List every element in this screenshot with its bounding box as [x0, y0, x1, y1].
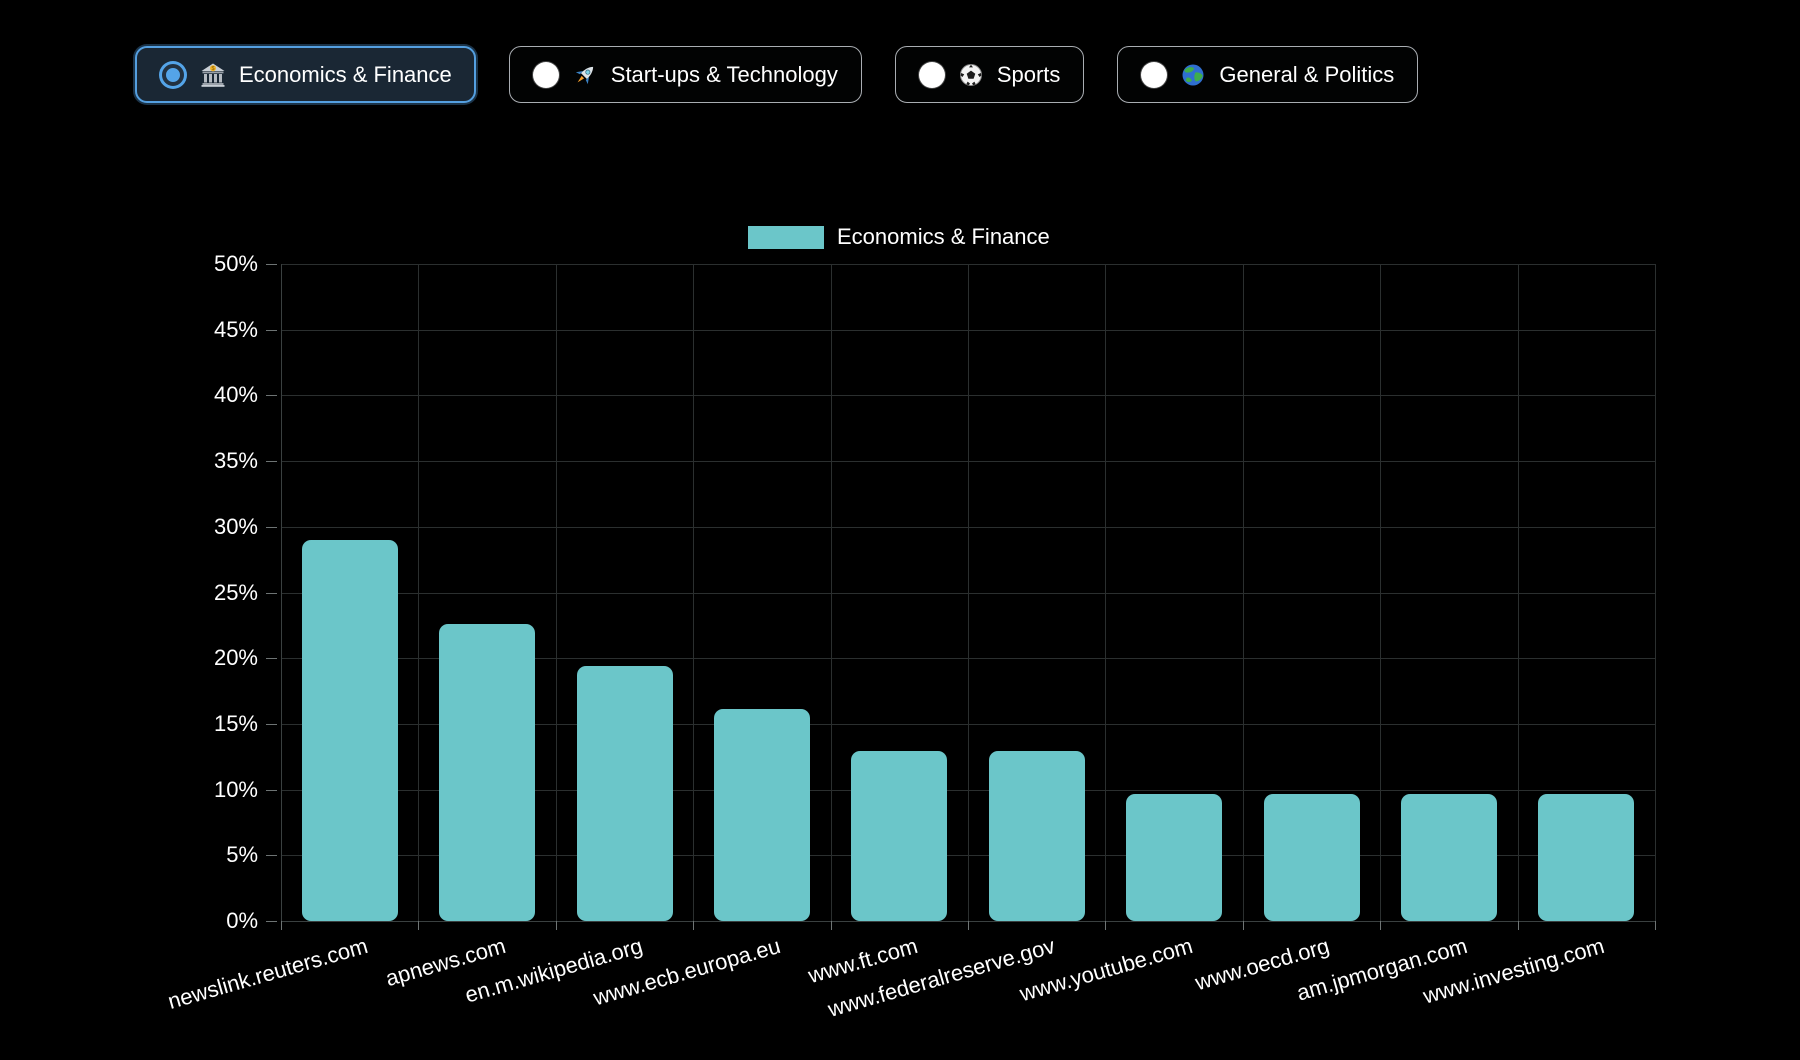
filter-button-label: General & Politics [1219, 61, 1395, 87]
y-axis-tick [266, 526, 277, 528]
y-axis-label: 45% [213, 316, 258, 342]
y-axis-label: 5% [226, 842, 258, 868]
radio-selected-icon[interactable] [162, 63, 184, 86]
x-axis-tick [555, 921, 557, 930]
x-gridline [693, 264, 695, 921]
bar-newslink.reuters.com[interactable] [301, 539, 398, 921]
filter-button-label: Economics & Finance [239, 61, 452, 87]
y-axis-tick [266, 789, 277, 791]
x-axis-tick [281, 921, 282, 930]
legend-swatch [748, 225, 824, 249]
y-axis-label: 10% [213, 776, 258, 802]
y-axis-tick [266, 658, 277, 660]
category-filter-group: $ Economics & Finance Start-ups & Technolo… [135, 46, 1419, 103]
chart-legend-item[interactable]: Economics & Finance [748, 224, 1050, 250]
x-gridline [1242, 264, 1244, 921]
y-axis-tick [266, 329, 277, 331]
filter-button-label: Start-ups & Technology [610, 61, 838, 87]
x-axis-tick [693, 921, 695, 930]
x-gridline [418, 264, 420, 921]
x-gridline [1105, 264, 1107, 921]
x-axis-tick [418, 921, 420, 930]
bar-www.youtube.com[interactable] [1126, 793, 1223, 921]
bar-www.ft.com[interactable] [851, 751, 948, 921]
radio-unselected-icon[interactable] [532, 61, 559, 88]
x-axis-tick [1105, 921, 1107, 930]
y-axis-tick [266, 592, 277, 594]
x-axis-label: newslink.reuters.com [165, 933, 371, 1014]
y-axis-label: 50% [213, 251, 258, 276]
rocket-icon [572, 62, 598, 88]
filter-button-startups-technology[interactable]: Start-ups & Technology [508, 46, 862, 103]
legend-label: Economics & Finance [837, 224, 1050, 249]
x-gridline [1380, 264, 1382, 921]
y-axis-label: 40% [213, 382, 258, 408]
bar-www.ecb.europa.eu[interactable] [713, 709, 810, 921]
y-axis-label: 0% [226, 908, 258, 933]
y-axis-label: 20% [213, 645, 258, 671]
bar-am.jpmorgan.com[interactable] [1400, 793, 1497, 921]
x-gridline [281, 264, 282, 921]
x-gridline [1655, 264, 1656, 921]
bar-en.m.wikipedia.org[interactable] [576, 666, 673, 921]
x-gridline [830, 264, 832, 921]
radio-unselected-icon[interactable] [1141, 61, 1168, 88]
bar-www.investing.com[interactable] [1538, 793, 1635, 921]
y-axis-label: 25% [213, 579, 258, 605]
x-gridline [1517, 264, 1519, 921]
svg-text:$: $ [211, 66, 214, 72]
filter-button-economics-finance[interactable]: $ Economics & Finance [135, 46, 476, 103]
filter-button-label: Sports [996, 61, 1061, 87]
x-gridline [968, 264, 969, 921]
y-axis-tick [266, 461, 277, 463]
y-axis-tick [266, 395, 277, 397]
x-axis-tick [1380, 921, 1382, 930]
x-axis-tick [1242, 921, 1244, 930]
y-axis-tick [266, 264, 277, 265]
y-axis-tick [266, 855, 277, 857]
x-axis-tick [830, 921, 832, 930]
x-axis-tick [968, 921, 969, 930]
filter-button-sports[interactable]: Sports [894, 46, 1085, 103]
filter-button-general-politics[interactable]: General & Politics [1117, 46, 1419, 103]
globe-icon [1180, 62, 1206, 88]
y-axis-label: 35% [213, 448, 258, 474]
y-axis-label: 30% [213, 513, 258, 539]
x-axis-tick [1655, 921, 1656, 930]
y-axis-label: 15% [213, 710, 258, 736]
x-gridline [555, 264, 557, 921]
bank-icon: $ [200, 62, 226, 88]
y-axis-tick [266, 723, 277, 725]
bar-www.oecd.org[interactable] [1263, 793, 1360, 921]
bar-www.federalreserve.gov[interactable] [988, 751, 1085, 921]
soccer-ball-icon [958, 62, 984, 88]
x-axis-label: www.federalreserve.gov [825, 933, 1058, 1022]
x-axis-tick [1517, 921, 1519, 930]
bar-apnews.com[interactable] [439, 624, 536, 921]
y-axis-tick [266, 921, 277, 922]
radio-unselected-icon[interactable] [918, 61, 945, 88]
